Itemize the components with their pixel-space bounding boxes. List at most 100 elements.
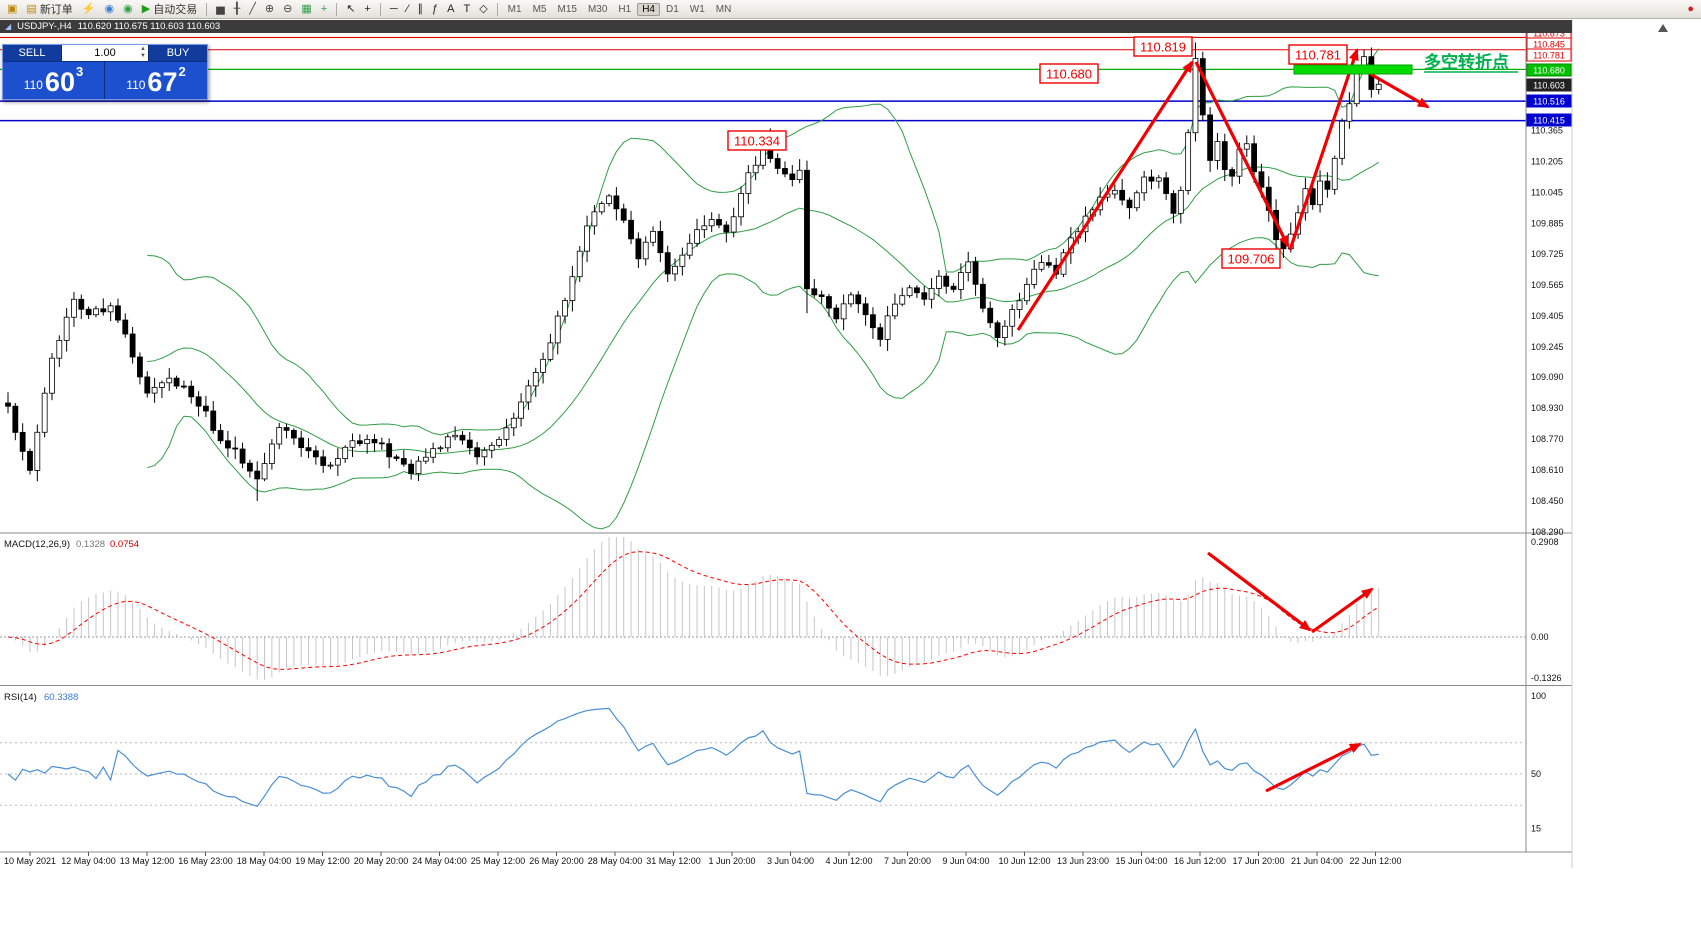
chart-type-icon: ◢ (5, 22, 12, 31)
svg-text:24 May 04:00: 24 May 04:00 (412, 856, 467, 866)
profile-icon: ◉ (104, 2, 115, 15)
svg-text:-0.1326: -0.1326 (1531, 673, 1562, 683)
svg-text:7 Jun 20:00: 7 Jun 20:00 (884, 856, 931, 866)
price-tag-110.603: 110.603 (1526, 78, 1572, 92)
svg-text:109.090: 109.090 (1531, 372, 1564, 382)
svg-text:3 Jun 04:00: 3 Jun 04:00 (767, 856, 814, 866)
price-tag-110.781: 110.781 (1526, 48, 1572, 62)
toolbar-tf-mn[interactable]: MN (715, 3, 732, 15)
turning-zone-bar[interactable] (1293, 64, 1413, 75)
toolbar-label-icon[interactable]: T (459, 1, 474, 18)
toolbar-text-icon[interactable]: A (443, 1, 458, 18)
toolbar-new-order-button[interactable]: ▤ 新订单 (22, 1, 76, 18)
toolbar-tf-h4[interactable]: H4 (637, 2, 660, 16)
toolbar-trendline-icon[interactable]: ∕ (403, 1, 413, 18)
volume-input[interactable]: 1.00 ▲ ▼ (61, 45, 149, 61)
svg-text:108.770: 108.770 (1531, 434, 1564, 444)
price-annotation-box[interactable]: 109.706 (1221, 248, 1281, 269)
candlestick-chart-icon: ╂ (233, 2, 241, 15)
tile-windows-icon: ▦ (301, 2, 312, 15)
toolbar-tf-m15[interactable]: M15 (557, 3, 577, 15)
toolbar-candlestick-chart-icon[interactable]: ╂ (230, 1, 245, 18)
price-annotation-box[interactable]: 110.680 (1039, 63, 1099, 84)
toolbar-market-icon[interactable]: ◉ (119, 1, 137, 18)
trend-arrow[interactable] (1207, 551, 1312, 632)
toolbar-crosshair-icon[interactable]: + (360, 1, 374, 18)
trend-arrow[interactable] (1311, 587, 1374, 634)
svg-text:110.680: 110.680 (1046, 67, 1092, 82)
svg-text:110.205: 110.205 (1531, 156, 1563, 166)
trend-arrow[interactable] (1194, 61, 1290, 248)
price-tag-110.680: 110.680 (1526, 63, 1572, 77)
toolbar-bar-chart-icon[interactable]: ▅ (212, 1, 228, 18)
toolbar-channel-icon[interactable]: ∥ (414, 1, 428, 18)
toolbar-horizontal-line-icon[interactable]: ─ (386, 1, 402, 18)
toolbar-tf-h1[interactable]: H1 (618, 3, 632, 15)
sell-button[interactable]: SELL (3, 45, 61, 61)
macd-panel: MACD(12,26,9) 0.1328 0.0754 0.2908 0.00 -0.13… (0, 537, 1562, 683)
volume-spinner[interactable]: ▲ ▼ (140, 46, 146, 60)
one-click-trading-panel: SELL 1.00 ▲ ▼ BUY 110 60 3 110 67 2 (2, 44, 208, 100)
toolbar-autotrading-button[interactable]: ▶ 自动交易 (138, 1, 201, 18)
turning-point-text[interactable]: 多空转折点 (1424, 52, 1509, 72)
price-annotation-box[interactable]: 110.819 (1133, 36, 1193, 57)
trend-arrow[interactable] (1265, 742, 1362, 793)
svg-text:13 May 12:00: 13 May 12:00 (120, 856, 175, 866)
svg-text:21 Jun 04:00: 21 Jun 04:00 (1291, 856, 1343, 866)
toolbar-tf-m1[interactable]: M1 (507, 3, 522, 15)
main-toolbar: ▣ ▤ 新订单 ⚡ ◉ ◉ ▶ 自动交易 ▅ ╂ ╱ ⊕ ⊖ ▦ + ↖ + ─ ∕ ∥ ƒ A T ◇ M1 M5 M15 M30 H… (0, 0, 1701, 19)
svg-text:19 May 12:00: 19 May 12:00 (295, 856, 350, 866)
chart-scroll-marker[interactable] (1658, 24, 1668, 32)
macd-signal-line (7, 551, 1379, 670)
trend-arrow[interactable] (1016, 60, 1194, 331)
toolbar-profile-icon[interactable]: ◉ (101, 1, 119, 18)
ask-price-small: 110 (126, 78, 146, 92)
price-annotation-box[interactable]: 110.781 (1288, 44, 1348, 65)
toolbar-tf-w1[interactable]: W1 (689, 3, 705, 15)
ask-price-display[interactable]: 110 67 2 (105, 62, 207, 99)
svg-text:10 Jun 12:00: 10 Jun 12:00 (998, 856, 1050, 866)
toolbar-mql5-community-icon[interactable]: ⚡ (78, 1, 100, 18)
toolbar-chart-window-icon[interactable]: ▣ (3, 1, 21, 18)
toolbar-fibonacci-icon[interactable]: ƒ (428, 1, 442, 18)
rsi-value: 60.3388 (44, 692, 78, 703)
svg-text:109.885: 109.885 (1531, 218, 1564, 228)
svg-text:15 Jun 04:00: 15 Jun 04:00 (1115, 856, 1167, 866)
svg-text:108.610: 108.610 (1531, 465, 1564, 475)
rsi-panel: RSI(14) 60.3388 100 50 15 (0, 691, 1546, 834)
autotrading-button: ▶ (141, 2, 151, 15)
svg-text:108.930: 108.930 (1531, 403, 1564, 413)
autotrading-button-label: 自动交易 (153, 4, 198, 16)
toolbar-tf-m5[interactable]: M5 (532, 3, 547, 15)
price-annotation-box[interactable]: 110.334 (727, 130, 787, 151)
toolbar-separator (206, 2, 208, 16)
toolbar-line-chart-icon[interactable]: ╱ (245, 1, 260, 18)
toolbar-indicators-icon[interactable]: + (317, 1, 331, 18)
toolbar-zoom-out-icon[interactable]: ⊖ (279, 1, 296, 18)
analyst-annotations: 110.819 110.680 110.781 110.334 109.706 多空转折点 (727, 24, 1668, 793)
toolbar-tf-m30[interactable]: M30 (587, 3, 608, 15)
toolbar-shapes-icon[interactable]: ◇ (475, 1, 491, 18)
buy-button[interactable]: BUY (149, 45, 207, 61)
shapes-icon: ◇ (479, 2, 488, 15)
trend-arrow[interactable] (1288, 48, 1359, 251)
toolbar-tile-windows-icon[interactable]: ▦ (297, 1, 315, 18)
svg-text:110.415: 110.415 (1533, 116, 1565, 126)
svg-text:13 Jun 23:00: 13 Jun 23:00 (1057, 856, 1109, 866)
bid-price-display[interactable]: 110 60 3 (3, 62, 105, 99)
price-tag-110.516: 110.516 (1526, 94, 1572, 108)
price-tag-110.415: 110.415 (1526, 113, 1572, 127)
toolbar-cursor-icon[interactable]: ↖ (342, 1, 359, 18)
toolbar-zoom-in-icon[interactable]: ⊕ (261, 1, 278, 18)
ask-price-big: 67 (147, 67, 178, 97)
chart-ohlc-quote: 110.620 110.675 110.603 110.603 (77, 21, 221, 32)
toolbar-tf-d1[interactable]: D1 (665, 3, 679, 15)
new-order-button: ▤ (26, 2, 37, 15)
spin-down-icon[interactable]: ▼ (140, 53, 146, 59)
spin-up-icon[interactable]: ▲ (140, 46, 146, 52)
svg-text:15: 15 (1531, 824, 1541, 834)
toolbar-notifications-icon[interactable]: ● (1683, 1, 1698, 18)
price-tag-110.845: 110.845 (1526, 37, 1572, 51)
fibonacci-icon: ƒ (432, 2, 439, 15)
